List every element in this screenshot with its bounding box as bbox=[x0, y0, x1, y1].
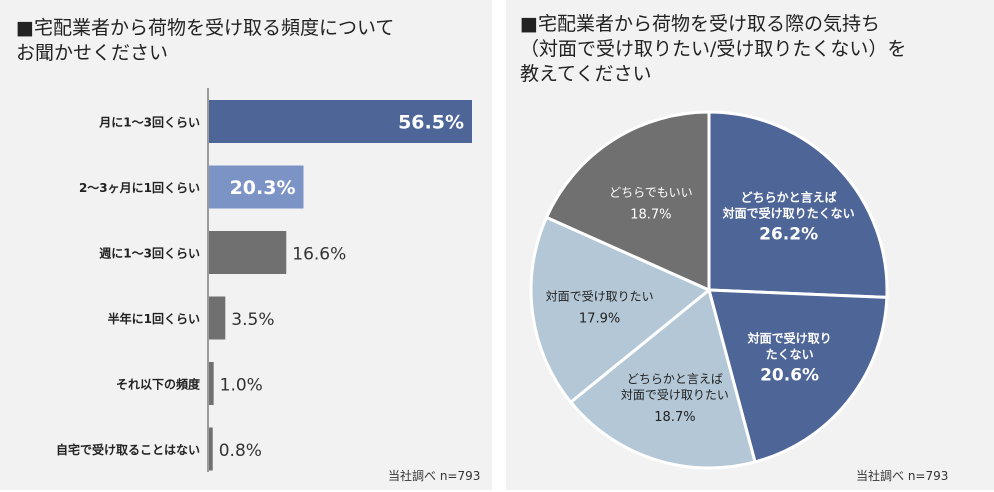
pie-slice-4 bbox=[544, 110, 711, 293]
pie-slice-label: どちらでもいい bbox=[609, 185, 692, 199]
bar-3 bbox=[209, 296, 226, 340]
bar-chart-panel: ■宅配業者から荷物を受け取る頻度について お聞かせください 月に1～3回くらい 5… bbox=[0, 0, 492, 490]
bar-1 bbox=[209, 165, 304, 209]
bar-5 bbox=[209, 427, 213, 471]
pie-slice-label: どちらかと言えば対面で受け取りたい bbox=[621, 372, 729, 402]
bar-chart-note: 当社調べ n=793 bbox=[388, 469, 481, 483]
pie-slice-value: 26.2% bbox=[759, 225, 818, 245]
pie-slice-value: 17.9% bbox=[579, 311, 620, 326]
pie-slice-value: 20.6% bbox=[760, 366, 819, 386]
bar-value-label: 16.6% bbox=[292, 245, 346, 265]
bar-chart: 月に1～3回くらい 56.5% 2～3ヶ月に1回くらい 20.3% 週に1～3回くらい 1… bbox=[56, 88, 472, 472]
bar-0 bbox=[209, 100, 472, 143]
bar-2 bbox=[209, 231, 287, 274]
bar-value-label: 20.3% bbox=[230, 177, 296, 199]
pie-slice-label: 対面で受け取りたい bbox=[546, 289, 654, 303]
pie-slice-1 bbox=[707, 288, 889, 464]
bar-category-label: 週に1～3回くらい bbox=[99, 246, 200, 261]
bar-category-label: 2～3ヶ月に1回くらい bbox=[79, 181, 200, 195]
pie-chart-panel: ■宅配業者から荷物を受け取る際の気持ち （対面で受け取りたい/受け取りたくない）… bbox=[506, 0, 994, 490]
pie-chart-title: ■宅配業者から荷物を受け取る際の気持ち （対面で受け取りたい/受け取りたくない）… bbox=[520, 13, 907, 85]
bar-category-label: 月に1～3回くらい bbox=[98, 116, 200, 130]
bar-category-label: 半年に1回くらい bbox=[108, 311, 200, 326]
bar-category-label: それ以下の頻度 bbox=[116, 377, 201, 392]
bar-4 bbox=[209, 362, 214, 405]
pie-slice-2 bbox=[568, 287, 757, 470]
bar-value-label: 56.5% bbox=[398, 112, 464, 134]
pie-slice-0 bbox=[707, 110, 889, 299]
pie-slice-label: 対面で受け取りたくない bbox=[747, 331, 832, 362]
pie-chart-note: 当社調べ n=793 bbox=[856, 469, 949, 483]
bar-chart-title: ■宅配業者から荷物を受け取る頻度について お聞かせください bbox=[16, 17, 395, 64]
bar-value-label: 0.8% bbox=[219, 441, 262, 461]
pie-slice-3 bbox=[529, 215, 712, 405]
bar-category-label: 自宅で受け取ることはない bbox=[56, 442, 200, 457]
pie-slice-label: どちらかと言えば対面で受け取りたくない bbox=[722, 190, 855, 221]
pie-slice-value: 18.7% bbox=[654, 410, 695, 425]
pie-slice-value: 18.7% bbox=[630, 207, 671, 222]
bar-value-label: 3.5% bbox=[231, 310, 274, 330]
pie-chart: どちらかと言えば対面で受け取りたくない 26.2% 対面で受け取りたくない 20.6%… bbox=[529, 110, 889, 470]
bar-value-label: 1.0% bbox=[220, 376, 263, 396]
